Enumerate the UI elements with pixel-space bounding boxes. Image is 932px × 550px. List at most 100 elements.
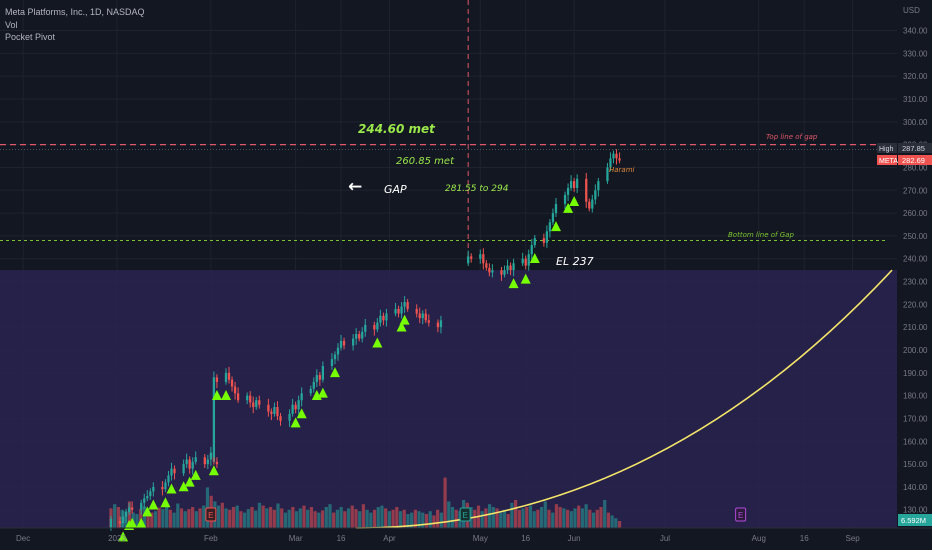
- volume-bar-50: [294, 511, 299, 528]
- candle-19: [191, 457, 194, 475]
- volume-bar-29: [217, 505, 221, 528]
- candle-body-18: [188, 459, 191, 469]
- volume-bar-120: [554, 504, 559, 528]
- candle-10: [152, 482, 155, 497]
- candle-106: [576, 174, 579, 194]
- candle-1: [118, 516, 122, 528]
- candle-body-90: [509, 265, 512, 271]
- pocket-pivot-icon-12: [211, 389, 222, 400]
- candle-111: [597, 177, 600, 197]
- candle-14: [170, 462, 173, 481]
- projection-curve: [356, 269, 893, 529]
- candle-20: [194, 451, 197, 465]
- candle-body-56: [339, 340, 343, 348]
- volume-bar-51: [298, 508, 302, 528]
- candle-42: [279, 412, 282, 426]
- earnings-icon-1: E: [459, 507, 471, 522]
- volume-bar-88: [436, 509, 440, 528]
- candle-body-66: [382, 315, 385, 321]
- volume-bar-36: [242, 512, 247, 528]
- candle-body-73: [415, 308, 418, 314]
- indicator-vol[interactable]: Vol: [5, 19, 18, 30]
- volume-bar-17: [172, 512, 176, 528]
- volume-bar-32: [228, 509, 232, 528]
- candle-body-27: [215, 377, 219, 382]
- price-tick-17: 170.00: [903, 414, 928, 423]
- volume-bar-35: [239, 511, 243, 528]
- volume-bar-24: [198, 508, 202, 528]
- volume-bar-136: [614, 518, 618, 528]
- candle-body-100: [551, 213, 555, 223]
- candle-body-108: [588, 201, 591, 209]
- candle-8: [146, 490, 149, 502]
- candle-55: [336, 343, 340, 361]
- annotation-range: 281.55 to 294: [445, 184, 509, 194]
- volume-bar-12: [153, 511, 158, 528]
- volume-bar-103: [491, 507, 495, 528]
- candle-body-25: [215, 461, 219, 465]
- purple-zone: [0, 270, 897, 528]
- candle-57: [342, 337, 346, 350]
- candle-107: [585, 172, 588, 208]
- high-label: High: [879, 146, 894, 153]
- volume-bar-90: [443, 477, 447, 528]
- volume-bar-84: [421, 512, 425, 528]
- candle-11: [161, 480, 164, 496]
- volume-bar-82: [413, 509, 417, 528]
- candle-105: [572, 177, 576, 192]
- candle-115: [615, 149, 618, 165]
- pocket-pivot-icon-3: [136, 517, 147, 528]
- candle-54: [333, 351, 337, 365]
- volume-bar-45: [276, 503, 280, 528]
- candle-body-93: [524, 258, 527, 266]
- candle-5: [131, 501, 134, 514]
- candle-body-92: [521, 258, 524, 264]
- volume-bar-21: [187, 509, 191, 528]
- pocket-pivot-icon-18: [329, 367, 340, 378]
- price-axis-ticks: 340.00330.00320.00310.00300.00290.00280.…: [903, 27, 928, 515]
- volume-bar-110: [517, 509, 521, 528]
- candle-103: [566, 183, 570, 201]
- volume-bars: [109, 477, 622, 528]
- volume-bar-53: [306, 509, 310, 528]
- symbol-title: Meta Platforms, Inc., 1D, NASDAQ: [5, 7, 145, 17]
- candle-body-116: [618, 158, 621, 161]
- candles: [109, 149, 621, 531]
- candle-body-95: [530, 245, 533, 255]
- candle-16: [182, 459, 185, 476]
- candle-body-88: [503, 270, 506, 275]
- candle-body-14: [170, 468, 173, 476]
- candle-body-114: [612, 153, 615, 159]
- annotation-harami: Harami: [609, 166, 635, 174]
- volume-bar-9: [142, 506, 146, 528]
- time-tick-7: 16: [521, 534, 530, 543]
- indicator-pocket-pivot[interactable]: Pocket Pivot: [5, 32, 56, 42]
- candle-69: [397, 305, 400, 318]
- price-tick-11: 230.00: [903, 278, 928, 287]
- volume-bar-54: [309, 507, 314, 528]
- candle-50: [315, 369, 318, 387]
- pocket-pivot-icon-19: [372, 337, 383, 348]
- candle-75: [421, 310, 424, 325]
- time-tick-10: Aug: [752, 534, 766, 543]
- volume-bar-133: [603, 500, 607, 528]
- meta-price-badge: META 282.69: [877, 155, 932, 165]
- candle-67: [385, 308, 388, 327]
- candle-63: [373, 321, 376, 336]
- volume-bar-1: [113, 504, 117, 528]
- candle-76: [424, 308, 427, 324]
- volume-bar-129: [588, 509, 592, 528]
- volume-bar-81: [410, 512, 414, 528]
- volume-bar-137: [617, 521, 622, 528]
- volume-bar-112: [525, 507, 529, 528]
- candle-body-15: [173, 468, 176, 474]
- candle-body-103: [566, 187, 570, 195]
- candle-51: [318, 371, 321, 386]
- volume-bar-2: [116, 507, 120, 528]
- candle-25: [215, 457, 219, 468]
- volume-bar-16: [168, 509, 172, 528]
- candle-body-75: [421, 313, 424, 319]
- volume-bar-107: [506, 514, 510, 528]
- volume-bar-106: [502, 509, 507, 528]
